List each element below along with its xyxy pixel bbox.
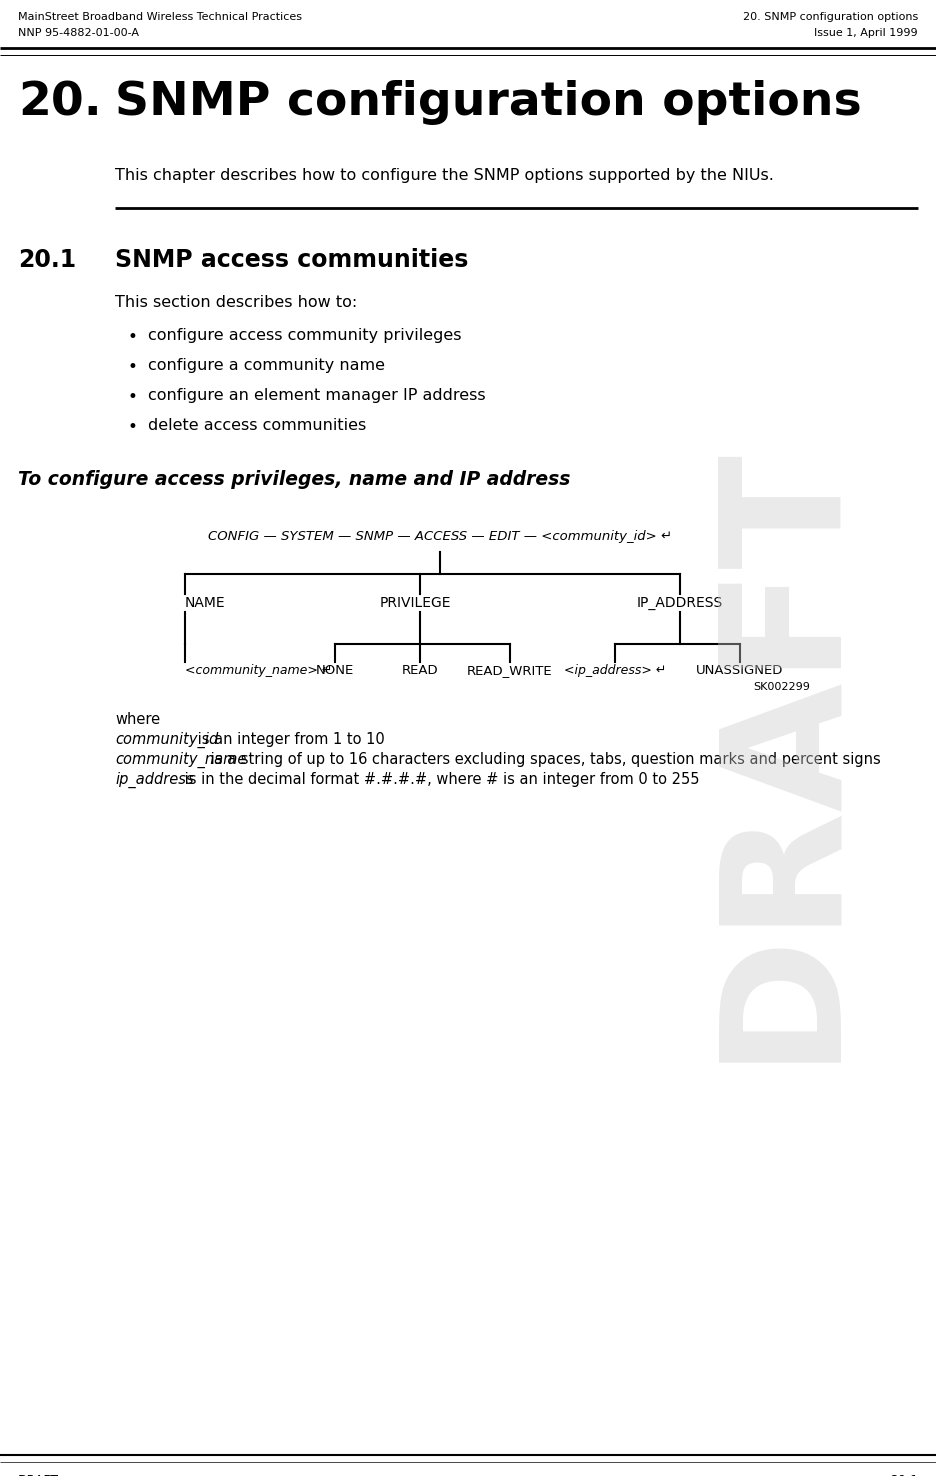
Text: 20-1: 20-1 [890,1475,918,1476]
Text: community_id: community_id [115,732,218,748]
Text: IP_ADDRESS: IP_ADDRESS [636,596,724,610]
Text: 20.1: 20.1 [18,248,76,272]
Text: •: • [128,328,138,345]
Text: ip_address: ip_address [115,772,194,788]
Text: MainStreet Broadband Wireless Technical Practices: MainStreet Broadband Wireless Technical … [18,12,302,22]
Text: To configure access privileges, name and IP address: To configure access privileges, name and… [18,469,570,489]
Text: where: where [115,711,160,728]
Text: DRAFT: DRAFT [698,438,861,1061]
Text: NAME: NAME [185,596,226,610]
Text: <ip_address> ↵: <ip_address> ↵ [563,664,666,677]
Text: configure access community privileges: configure access community privileges [148,328,461,342]
Text: SNMP configuration options: SNMP configuration options [115,80,862,125]
Text: READ: READ [402,664,438,677]
Text: configure a community name: configure a community name [148,359,385,373]
Text: This chapter describes how to configure the SNMP options supported by the NIUs.: This chapter describes how to configure … [115,168,774,183]
Text: SK002299: SK002299 [753,682,810,692]
Text: is a string of up to 16 characters excluding spaces, tabs, question marks and pe: is a string of up to 16 characters exclu… [206,751,881,768]
Text: •: • [128,388,138,406]
Text: UNASSIGNED: UNASSIGNED [696,664,783,677]
Text: SNMP access communities: SNMP access communities [115,248,468,272]
Text: PRIVILEGE: PRIVILEGE [379,596,451,610]
Text: •: • [128,359,138,376]
Text: delete access communities: delete access communities [148,418,366,432]
Text: is an integer from 1 to 10: is an integer from 1 to 10 [193,732,385,747]
Text: Issue 1, April 1999: Issue 1, April 1999 [814,28,918,38]
Text: DRAFT: DRAFT [18,1475,59,1476]
Text: is in the decimal format #.#.#.#, where # is an integer from 0 to 255: is in the decimal format #.#.#.#, where … [180,772,699,787]
Text: configure an element manager IP address: configure an element manager IP address [148,388,486,403]
Text: READ_WRITE: READ_WRITE [467,664,553,677]
Text: This section describes how to:: This section describes how to: [115,295,358,310]
Text: CONFIG — SYSTEM — SNMP — ACCESS — EDIT — <community_id> ↵: CONFIG — SYSTEM — SNMP — ACCESS — EDIT —… [208,530,672,543]
Text: NONE: NONE [315,664,354,677]
Text: 20. SNMP configuration options: 20. SNMP configuration options [743,12,918,22]
Text: •: • [128,418,138,435]
Text: <community_name> ↵: <community_name> ↵ [185,664,332,677]
Text: 20.: 20. [18,80,102,125]
Text: community_name: community_name [115,751,246,768]
Text: NNP 95-4882-01-00-A: NNP 95-4882-01-00-A [18,28,139,38]
